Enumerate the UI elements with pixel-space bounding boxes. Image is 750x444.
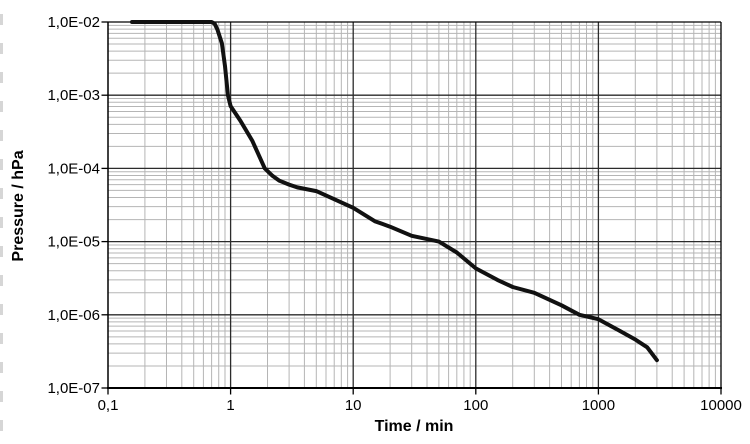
y-tick-label: 1,0E-05 bbox=[47, 234, 100, 251]
y-axis-title: Pressure / hPa bbox=[10, 150, 27, 261]
edge-artifact-mark bbox=[0, 304, 3, 315]
x-tick-label: 0,1 bbox=[98, 397, 119, 414]
pressure-curve bbox=[130, 20, 659, 363]
y-tick-label: 1,0E-07 bbox=[47, 380, 100, 397]
edge-artifact-mark bbox=[0, 159, 3, 170]
edge-artifact-mark bbox=[0, 333, 3, 344]
edge-artifact-mark bbox=[0, 130, 3, 141]
edge-artifact-mark bbox=[0, 362, 3, 373]
edge-artifact-mark bbox=[0, 14, 3, 25]
minor-gridlines bbox=[108, 22, 721, 388]
x-tick-label: 1 bbox=[226, 397, 234, 414]
edge-artifact-mark bbox=[0, 246, 3, 257]
pumpdown-curve-line bbox=[130, 20, 659, 363]
edge-artifact-mark bbox=[0, 72, 3, 83]
y-tick-label: 1,0E-02 bbox=[47, 14, 100, 31]
edge-artifact-mark bbox=[0, 101, 3, 112]
x-axis-title: Time / min bbox=[375, 418, 454, 435]
edge-artifact-mark bbox=[0, 391, 3, 402]
y-tick-label: 1,0E-03 bbox=[47, 87, 100, 104]
x-tick-label: 100 bbox=[463, 397, 488, 414]
y-tick-label: 1,0E-04 bbox=[47, 160, 100, 177]
axis-ticks bbox=[101, 21, 722, 395]
edge-artifact-mark bbox=[0, 43, 3, 54]
edge-artifact-mark bbox=[0, 217, 3, 228]
major-gridlines bbox=[108, 22, 721, 388]
x-tick-label: 1000 bbox=[582, 397, 615, 414]
axis-tick-labels: 0,1 1 10 100 1000 10000 1,0E-02 1,0E-03 1,0E-04 1… bbox=[47, 14, 741, 414]
edge-artifact-mark bbox=[0, 420, 3, 431]
edge-artifact-mark bbox=[0, 275, 3, 286]
edge-artifact-mark bbox=[0, 188, 3, 199]
x-tick-label: 10000 bbox=[700, 397, 742, 414]
x-tick-label: 10 bbox=[345, 397, 362, 414]
scan-edge-artifacts bbox=[0, 14, 3, 431]
y-tick-label: 1,0E-06 bbox=[47, 307, 100, 324]
